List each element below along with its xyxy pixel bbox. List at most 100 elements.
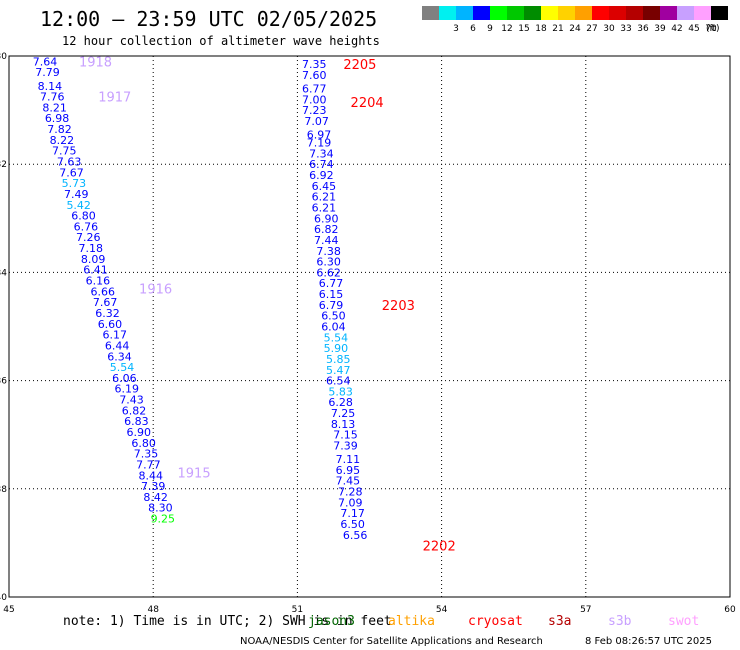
- wave-height-value: 6.34: [107, 350, 132, 363]
- wave-height-value: 6.17: [102, 329, 127, 342]
- wave-height-value: 7.39: [141, 480, 166, 493]
- grid-lines: [9, 56, 730, 597]
- satellite-key-jason3: jason3: [308, 614, 355, 629]
- wave-height-value: 7.28: [338, 486, 363, 499]
- wave-height-value: 6.66: [90, 285, 115, 298]
- wave-height-value: 7.18: [78, 242, 103, 255]
- x-tick-label: 54: [436, 605, 448, 615]
- wave-height-value: 7.49: [64, 188, 89, 201]
- wave-height-value: 6.50: [321, 310, 346, 323]
- legend-label: 9: [487, 24, 493, 34]
- wave-height-value: 7.64: [33, 55, 58, 68]
- wave-height-value: 8.22: [50, 134, 75, 147]
- satellite-tracks: 7.647.798.147.768.216.987.828.227.757.63…: [33, 55, 456, 554]
- wave-height-value: 6.98: [45, 112, 70, 125]
- legend-swatch: [660, 6, 677, 20]
- wave-height-value: 7.35: [134, 448, 159, 461]
- wave-height-value: 7.23: [302, 104, 327, 117]
- wave-height-value: 6.79: [319, 299, 344, 312]
- wave-height-value: 5.85: [326, 353, 351, 366]
- legend-label: 45: [688, 24, 699, 34]
- x-tick-label: 60: [724, 605, 736, 615]
- x-tick-label: 48: [147, 605, 159, 615]
- wave-height-value: 5.73: [62, 177, 87, 190]
- legend-label: 6: [470, 24, 476, 34]
- y-tick-label: -30: [0, 52, 7, 62]
- x-tick-label: 57: [580, 605, 591, 615]
- wave-height-value: 6.19: [115, 383, 140, 396]
- legend-swatch: [473, 6, 490, 20]
- pass-label: 2203: [382, 299, 415, 314]
- wave-height-value: 6.95: [336, 464, 361, 477]
- wave-height-value: 7.07: [304, 115, 329, 128]
- wave-height-value: 6.97: [307, 128, 332, 141]
- wave-height-value: 7.15: [333, 429, 358, 442]
- legend-label: 27: [586, 24, 597, 34]
- wave-height-value: 8.14: [38, 80, 63, 93]
- pass-label: 1918: [79, 55, 112, 70]
- wave-height-value: 7.19: [307, 137, 332, 150]
- axis-ticks: 45 48 51 54 57 60 -30 -32 -34 -36 -38 -40: [0, 52, 736, 615]
- footer-note: note: 1) Time is in UTC; 2) SWH is in fe…: [63, 614, 392, 629]
- wave-height-value: 7.35: [302, 58, 327, 71]
- wave-height-value: 9.25: [151, 513, 176, 526]
- wave-height-value: 7.82: [47, 123, 72, 136]
- legend-label: 15: [518, 24, 529, 34]
- wave-height-value: 7.38: [316, 245, 341, 258]
- wave-height-value: 8.42: [143, 491, 168, 504]
- satellite-legend: jason3 altika cryosat s3a s3b swot: [308, 614, 699, 629]
- wave-height-value: 7.25: [331, 407, 356, 420]
- y-tick-label: -40: [0, 593, 7, 603]
- wave-height-value: 7.67: [93, 296, 118, 309]
- wave-height-value: 8.21: [42, 101, 67, 114]
- legend-swatch: [558, 6, 575, 20]
- wave-height-value: 6.16: [86, 275, 111, 288]
- pass-label: 1916: [139, 283, 172, 298]
- wave-height-value: 6.54: [326, 375, 351, 388]
- wave-height-value: 6.28: [328, 396, 353, 409]
- wave-height-value: 6.82: [122, 404, 147, 417]
- legend-label: 70: [705, 24, 717, 34]
- wave-height-value: 6.15: [319, 288, 344, 301]
- wave-height-value: 6.50: [340, 518, 365, 531]
- legend-swatch: [541, 6, 558, 20]
- y-tick-label: -32: [0, 160, 7, 170]
- wave-height-value: 5.54: [324, 331, 349, 344]
- track-s3b: 7.647.798.147.768.216.987.828.227.757.63…: [33, 55, 211, 525]
- satellite-key-cryosat: cryosat: [468, 614, 523, 629]
- wave-height-value: 5.42: [66, 199, 91, 212]
- wave-height-value: 7.44: [314, 234, 339, 247]
- legend-swatch: [694, 6, 711, 20]
- legend-swatch: [643, 6, 660, 20]
- satellite-key-s3a: s3a: [548, 614, 571, 629]
- legend-swatch: [609, 6, 626, 20]
- legend-label: 24: [569, 24, 581, 34]
- wave-height-value: 5.83: [328, 385, 353, 398]
- legend-label: 18: [535, 24, 547, 34]
- wave-height-value: 6.80: [131, 437, 156, 450]
- legend-swatch: [439, 6, 456, 20]
- legend-swatch: [507, 6, 524, 20]
- pass-label: 1915: [178, 467, 211, 482]
- pass-label: 1917: [98, 91, 131, 106]
- wave-height-value: 6.21: [312, 201, 337, 214]
- satellite-key-altika: altika: [388, 614, 435, 629]
- wave-height-value: 5.90: [324, 342, 349, 355]
- wave-height-value: 7.76: [40, 91, 65, 104]
- wave-height-value: 6.62: [316, 266, 341, 279]
- wave-height-value: 6.80: [71, 210, 96, 223]
- legend-label: 39: [654, 24, 666, 34]
- y-tick-label: -36: [0, 377, 7, 387]
- wave-height-value: 5.54: [110, 361, 135, 374]
- wave-height-value: 6.56: [343, 529, 368, 542]
- legend-swatch: [711, 6, 728, 20]
- wave-height-value: 6.76: [74, 220, 99, 233]
- wave-height-value: 7.34: [309, 147, 334, 160]
- wave-height-value: 6.06: [112, 372, 137, 385]
- legend-swatch: [592, 6, 609, 20]
- satellite-key-swot: swot: [668, 614, 699, 629]
- track-cryosat: 7.357.606.777.007.237.076.977.197.346.74…: [302, 58, 456, 554]
- page-title: 12:00 – 23:59 UTC 02/05/2025: [40, 7, 377, 31]
- plot-frame: [8, 55, 731, 598]
- legend-label: 30: [603, 24, 615, 34]
